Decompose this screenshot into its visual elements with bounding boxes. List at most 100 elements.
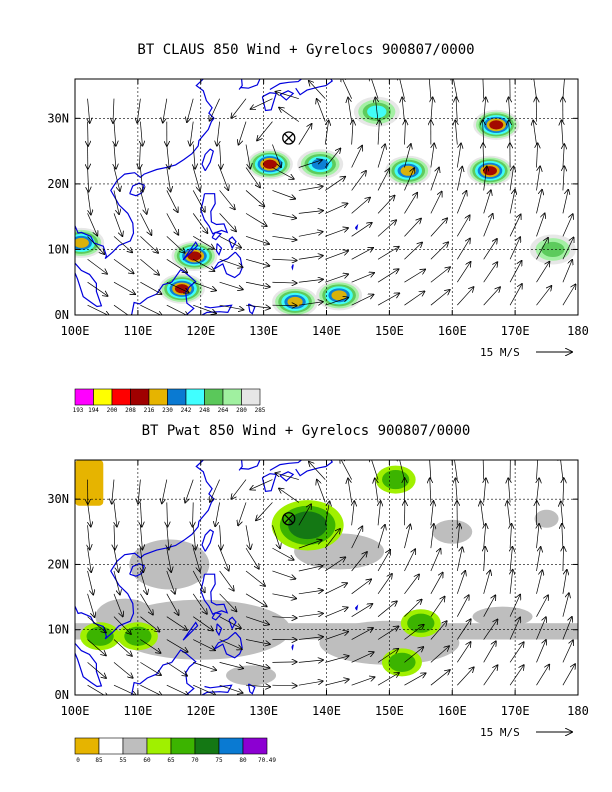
wind-arrow (456, 191, 466, 214)
wind-arrow (279, 489, 300, 503)
wind-arrow (272, 617, 296, 618)
wind-arrow (325, 679, 348, 686)
legend-label: 200 (107, 407, 118, 414)
wind-arrow (166, 684, 189, 695)
storm-location-marker (282, 131, 296, 145)
cloud-feature (385, 155, 432, 186)
x-tick-label: 100E (61, 324, 90, 338)
wind-arrow (378, 120, 379, 145)
wind-arrow (508, 478, 510, 503)
coastline (247, 683, 256, 695)
wind-arrow (140, 213, 151, 235)
wind-arrow (140, 639, 160, 653)
coastline (129, 182, 145, 197)
coastline (291, 644, 294, 651)
wind-arrow (377, 220, 396, 237)
legend-swatch (167, 388, 187, 406)
reference-vector: 15 M/S (480, 726, 572, 739)
legend-swatch (122, 737, 148, 755)
wind-arrow (404, 673, 425, 686)
wind-arrow (562, 593, 569, 617)
wind-arrow (245, 236, 269, 244)
wind-arrow (166, 570, 175, 594)
wind-arrow (404, 120, 405, 145)
wind-arrow (272, 144, 281, 168)
wind-arrow (87, 570, 94, 595)
wind-arrow (245, 662, 270, 668)
wind-arrow (404, 549, 415, 572)
wind-arrow (251, 98, 273, 109)
storm-location-marker (282, 512, 296, 526)
legend-swatch (204, 388, 224, 406)
wind-arrow (192, 593, 207, 614)
coastline (182, 241, 199, 261)
wind-arrow (317, 480, 326, 503)
wind-arrow (351, 223, 372, 237)
wind-arrow (481, 501, 484, 526)
wind-arrow (456, 262, 470, 283)
wind-arrow (377, 196, 394, 214)
wind-arrow (431, 97, 433, 122)
wind-arrow (325, 228, 348, 237)
wind-arrow (166, 593, 179, 615)
wind-arrow (193, 236, 214, 248)
wind-arrow (483, 239, 497, 260)
wind-arrow (166, 639, 188, 652)
wind-arrow (257, 121, 273, 141)
wind-arrow (404, 168, 414, 191)
wind-arrow (430, 192, 442, 214)
wind-arrow (377, 550, 390, 572)
wind-arrow (113, 98, 114, 123)
x-tick-label: 150E (375, 324, 404, 338)
wind-arrow (562, 664, 575, 686)
wind-arrow (483, 641, 496, 663)
x-tick-label: 120E (186, 324, 215, 338)
wind-arrow (140, 259, 159, 274)
wind-arrow (166, 258, 187, 272)
wind-arrow (562, 570, 567, 594)
coastline (240, 79, 261, 89)
wind-arrow (88, 502, 91, 526)
coastline (269, 79, 302, 91)
wind-arrow (342, 79, 352, 99)
wind-arrow (219, 304, 244, 310)
wind-arrow (325, 204, 347, 214)
wind-arrow (162, 479, 168, 504)
wind-arrow (377, 293, 399, 306)
x-tick-label: 100E (61, 704, 90, 718)
wind-arrow (536, 640, 546, 663)
coastline (228, 616, 237, 630)
wind-arrow (140, 593, 152, 615)
wind-arrow (245, 616, 269, 625)
wind-arrow (193, 662, 216, 670)
wind-arrow (272, 662, 296, 663)
wind-arrow (166, 190, 178, 212)
wind-arrow (348, 98, 352, 122)
wind-arrow (483, 143, 484, 168)
wind-arrow (298, 681, 323, 686)
wind-arrow (272, 190, 295, 198)
wind-arrow (430, 597, 445, 617)
wind-arrow (140, 570, 147, 594)
wind-arrow (351, 146, 362, 168)
wind-arrow (431, 501, 434, 526)
pwat-feature (400, 609, 441, 638)
wind-arrow (256, 502, 273, 520)
wind-arrow (140, 167, 142, 192)
wind-arrow (483, 120, 484, 145)
cloud-feature (158, 273, 205, 304)
wind-arrow (536, 262, 550, 283)
wind-arrow (483, 620, 498, 640)
cloud-feature (466, 155, 513, 186)
wind-arrow (404, 647, 423, 663)
wind-arrow (351, 273, 374, 283)
wind-arrow (325, 557, 345, 572)
wind-arrow (231, 479, 247, 499)
pwat-contour (388, 652, 416, 672)
coastline (182, 621, 199, 641)
wind-arrow (429, 79, 431, 99)
wind-arrow (325, 274, 348, 283)
cloud-feature (473, 109, 520, 140)
wind-arrow (404, 270, 425, 283)
wind-arrow (87, 684, 109, 695)
